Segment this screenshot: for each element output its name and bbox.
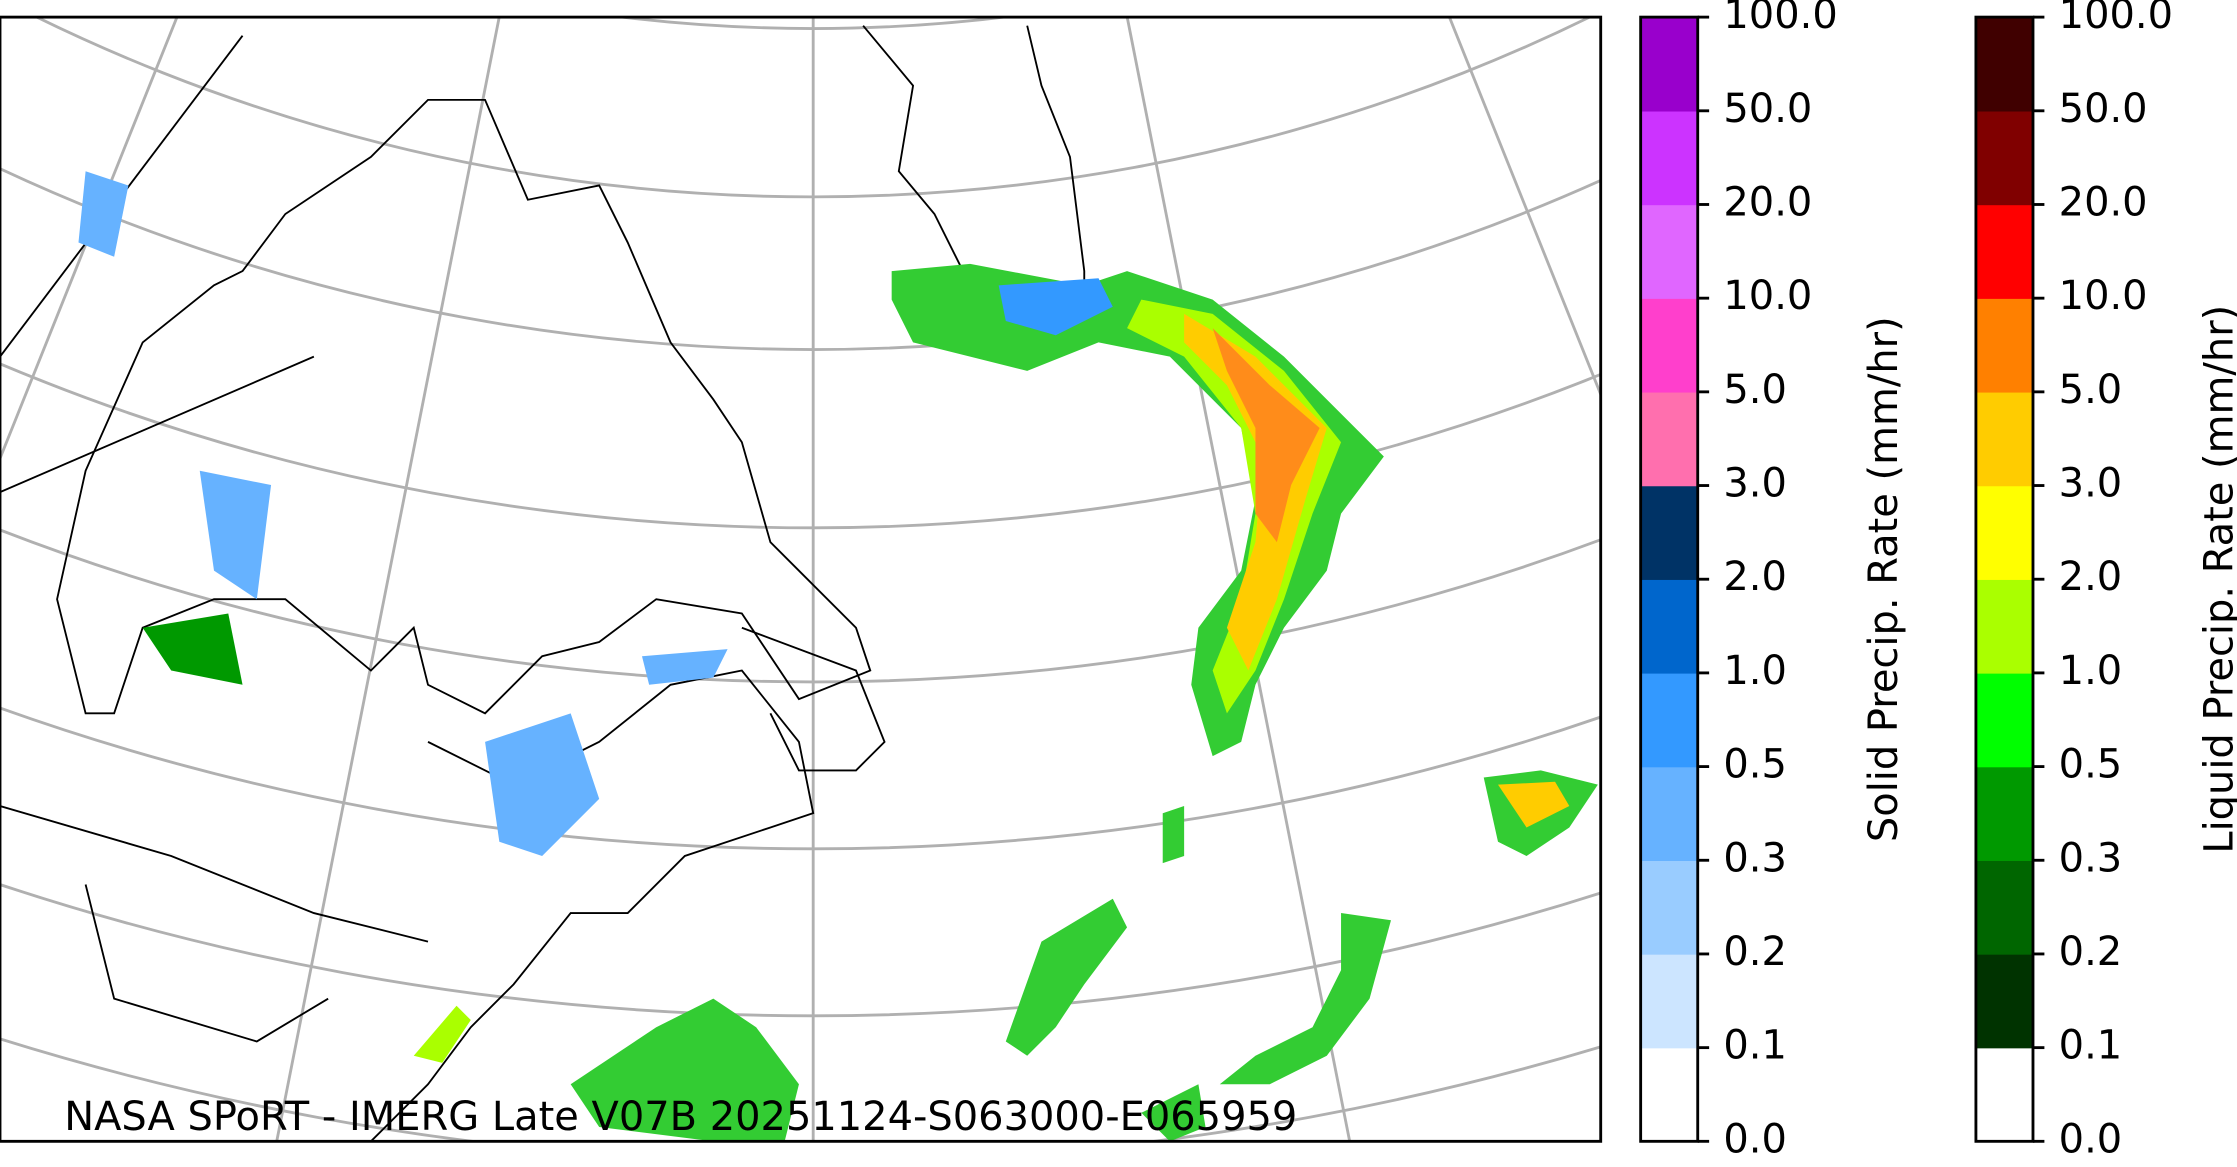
colorbar-segment	[1640, 953, 1698, 1049]
colorbar-segment	[1975, 391, 2033, 487]
colorbar-tick-label: 10.0	[2059, 273, 2148, 319]
colorbar-segment	[1975, 17, 2033, 112]
colorbar-tick-label: 1.0	[1723, 648, 1787, 694]
colorbar-segment	[1640, 204, 1698, 299]
colorbar-segment	[1975, 485, 2033, 580]
colorbar-segment	[1640, 391, 1698, 487]
colorbar-segment	[1640, 485, 1698, 580]
caption: NASA SPoRT - IMERG Late V07B 20251124-S0…	[64, 1094, 1297, 1140]
colorbar-tick-label: 0.2	[1723, 929, 1787, 975]
colorbar-segment	[1975, 204, 2033, 299]
colorbar-segment	[1640, 579, 1698, 674]
colorbar-tick-label: 0.3	[1723, 835, 1787, 881]
colorbar-tick-label: 1.0	[2059, 648, 2123, 694]
colorbar-segment	[1975, 579, 2033, 674]
colorbar-tick-label: 100.0	[1723, 0, 1837, 38]
colorbar-segment	[1975, 110, 2033, 206]
colorbar-tick-label: 0.2	[2059, 929, 2123, 975]
colorbar-tick-label: 0.5	[2059, 742, 2123, 788]
colorbar-segment	[1975, 953, 2033, 1049]
precipitation	[78, 171, 1598, 1142]
colorbar-label: Liquid Precip. Rate (mm/hr)	[2196, 305, 2237, 854]
colorbar-segment	[1975, 672, 2033, 768]
colorbar-tick-label: 2.0	[1723, 554, 1787, 600]
colorbar-segment	[1640, 860, 1698, 955]
colorbar-tick-label: 20.0	[2059, 179, 2148, 225]
colorbar-segment	[1640, 298, 1698, 393]
colorbar-tick-label: 50.0	[2059, 86, 2148, 132]
colorbar-tick-label: 100.0	[2059, 0, 2173, 38]
colorbar-segment	[1640, 110, 1698, 206]
colorbar-tick-label: 0.1	[2059, 1023, 2123, 1069]
colorbar-tick-label: 10.0	[1723, 273, 1812, 319]
colorbar-segment	[1975, 860, 2033, 955]
colorbar-tick-label: 5.0	[2059, 367, 2123, 413]
colorbar-segment	[1640, 766, 1698, 861]
colorbar-tick-label: 0.5	[1723, 742, 1787, 788]
colorbar-tick-label: 0.1	[1723, 1023, 1787, 1069]
colorbar-segment	[1975, 766, 2033, 861]
colorbar-tick-label: 0.3	[2059, 835, 2123, 881]
colorbar-tick-label: 20.0	[1723, 179, 1812, 225]
colorbar-tick-label: 0.0	[1723, 1116, 1787, 1162]
colorbar-segment	[1640, 672, 1698, 768]
colorbar-label: Solid Precip. Rate (mm/hr)	[1861, 316, 1907, 842]
colorbar-tick-label: 3.0	[2059, 461, 2123, 507]
colorbar-tick-label: 0.0	[2059, 1116, 2123, 1162]
colorbar-tick-label: 5.0	[1723, 367, 1787, 413]
colorbar-tick-label: 50.0	[1723, 86, 1812, 132]
colorbar-tick-label: 3.0	[1723, 461, 1787, 507]
colorbar-segment	[1640, 1047, 1698, 1143]
colorbars: 0.0 0.1 0.2 0.3 0.5 1.0 2.0 3.0 5.0 10.0 20.0 50.0 1…	[1639, 0, 2237, 1162]
colorbar-segment	[1975, 1047, 2033, 1143]
colorbar-segment	[1975, 298, 2033, 393]
colorbar-segment	[1640, 17, 1698, 112]
colorbar-tick-label: 2.0	[2059, 554, 2123, 600]
map-frame	[0, 15, 1603, 1143]
